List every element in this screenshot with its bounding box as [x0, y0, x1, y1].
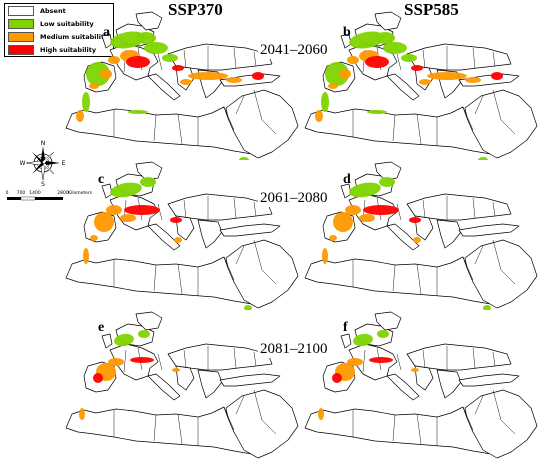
legend-swatch-absent: [8, 5, 34, 16]
scenario-header-left: SSP370: [168, 0, 223, 19]
map-svg: [65, 11, 299, 160]
period-label-1: 2041–2060: [258, 42, 330, 59]
legend-label-absent: Absent: [40, 6, 66, 15]
panel-letter-f: f: [343, 320, 348, 335]
legend-item-medium: Medium suitability: [5, 30, 113, 43]
period-label-2: 2061–2080: [258, 190, 330, 207]
panel-letter-d: d: [343, 172, 351, 187]
map-panel-d: [297, 160, 542, 310]
map-svg: [304, 11, 538, 160]
legend-label-low: Low suitability: [40, 19, 94, 28]
map-panel-b: [297, 10, 542, 160]
scale-bar: 0 700 1400 2800 Kilometers: [6, 190, 93, 201]
legend-label-medium: Medium suitability: [40, 32, 109, 41]
map-svg: [65, 311, 299, 459]
compass-n: N: [41, 140, 46, 147]
panel-letter-c: c: [98, 172, 105, 187]
panel-letter-a: a: [103, 25, 110, 40]
compass-s: S: [41, 181, 45, 186]
legend-swatch-high: [8, 44, 34, 55]
panel-letter-e: e: [98, 320, 105, 335]
map-svg: [65, 161, 299, 310]
scale-tick-0: 0: [6, 190, 9, 196]
map-legend: Absent Low suitability Medium suitabilit…: [4, 3, 114, 57]
legend-swatch-low: [8, 18, 34, 29]
scenario-header-right: SSP585: [404, 0, 459, 19]
compass-rose-icon: N S E W: [20, 140, 66, 186]
legend-item-low: Low suitability: [5, 17, 113, 30]
legend-swatch-medium: [8, 31, 34, 42]
scale-tick-1400: 1400: [29, 190, 41, 196]
scale-tick-700: 700: [17, 190, 26, 196]
legend-label-high: High suitability: [40, 45, 97, 54]
compass-w: W: [20, 160, 26, 167]
compass-e: E: [62, 160, 66, 167]
legend-item-high: High suitability: [5, 43, 113, 56]
map-svg: [304, 161, 538, 310]
map-svg: [304, 311, 538, 459]
map-panel-e: [58, 310, 303, 460]
period-label-3: 2081–2100: [258, 341, 330, 358]
scale-tick-2800: 2800: [57, 190, 69, 196]
legend-item-absent: Absent: [5, 4, 113, 17]
map-panel-f: [297, 310, 542, 460]
map-panel-a: [58, 10, 303, 160]
scale-unit: Kilometers: [68, 190, 93, 196]
map-panel-c: [58, 160, 303, 310]
panel-letter-b: b: [343, 25, 351, 40]
